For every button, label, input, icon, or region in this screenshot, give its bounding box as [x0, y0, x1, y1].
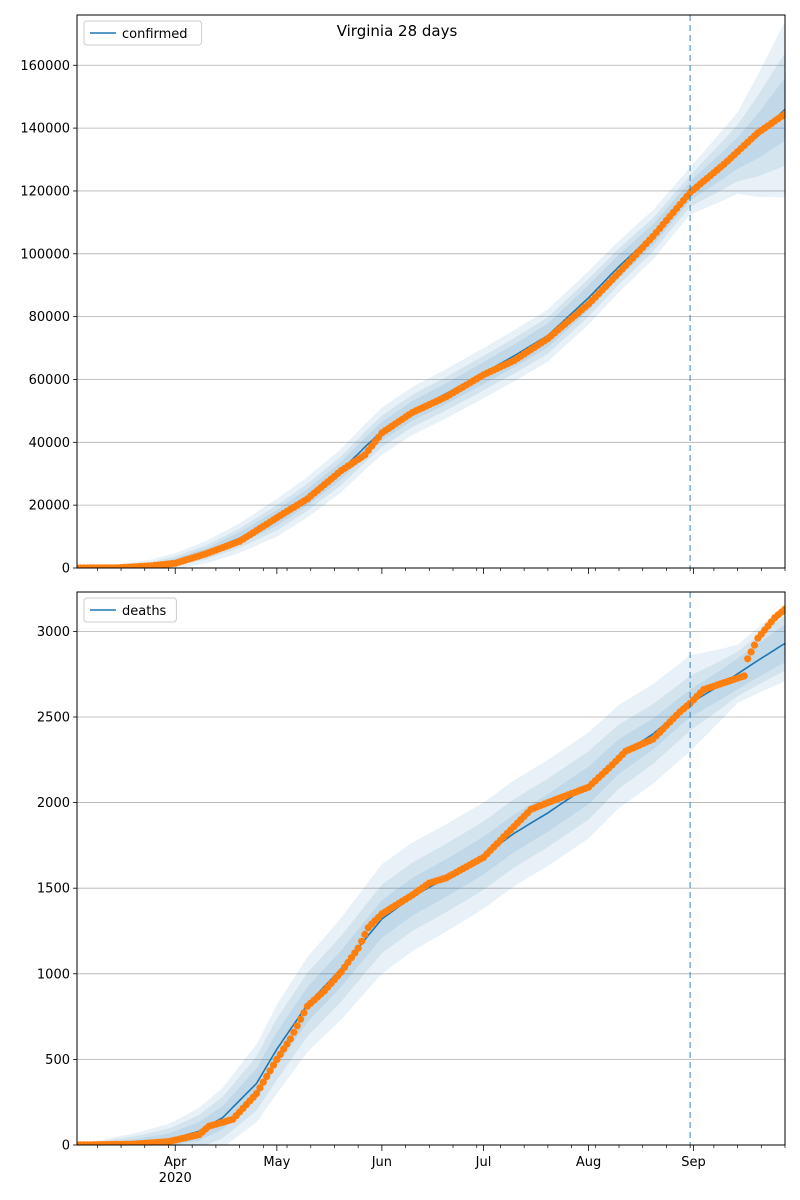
uncertainty-band-3 [77, 605, 785, 1145]
observed-point [266, 1067, 274, 1075]
model-line-confirmed [77, 108, 785, 568]
uncertainty-band-2 [77, 52, 785, 568]
panel-confirmed: 0 20000 40000 60000 80000 100000 120000 140000 1… [20, 14, 786, 577]
x-tick-label: Sep [681, 1155, 706, 1170]
observed-point [263, 1072, 271, 1081]
y-tick-label: 60000 [29, 373, 70, 388]
legend: deaths [83, 597, 177, 623]
x-tick-label: May [263, 1155, 290, 1170]
observed-point [361, 930, 369, 939]
observed-series [77, 605, 785, 1145]
observed-point [280, 1045, 288, 1053]
observed-point [252, 1090, 261, 1098]
uncertainty-band-1 [77, 77, 785, 568]
axes-frame [76, 591, 786, 1146]
panel-deaths: 0 500 1000 1500 2000 2500 3000 deaths [37, 591, 786, 1154]
legend-box [83, 20, 203, 46]
axes-frame [76, 14, 786, 569]
observed-point [358, 937, 366, 945]
observed-point [354, 944, 362, 952]
observed-point [283, 1040, 291, 1048]
observed-point [293, 1022, 301, 1030]
observed-point [747, 648, 755, 656]
observed-point [290, 1028, 298, 1036]
legend: confirmed [83, 20, 203, 46]
y-tick-label: 1500 [37, 882, 70, 897]
observed-point [781, 110, 785, 118]
x-year-label: 2020 [159, 1171, 192, 1186]
observed-point [300, 1009, 308, 1017]
observed-point [269, 1061, 278, 1069]
y-tick-label: 140000 [20, 122, 70, 137]
y-tick-label: 2500 [37, 710, 70, 725]
legend-label: confirmed [122, 27, 188, 42]
y-tick-label: 20000 [29, 499, 70, 514]
y-tick-label: 40000 [29, 436, 70, 451]
observed-point [297, 1015, 305, 1023]
observed-point [744, 655, 752, 663]
legend-label: deaths [122, 604, 167, 619]
legend-box [83, 597, 177, 623]
x-tick-label: Jul [475, 1155, 492, 1170]
x-tick-label: Jun [371, 1155, 392, 1170]
observed-point [256, 1084, 264, 1092]
y-tick-label: 160000 [20, 59, 70, 74]
y-tick-label: 0 [62, 562, 70, 577]
observed-point [273, 1055, 281, 1063]
y-tick-label: 0 [62, 1139, 70, 1154]
observed-point [286, 1035, 294, 1043]
y-tick-label: 2000 [37, 796, 70, 811]
y-tick-label: 120000 [20, 184, 70, 199]
observed-point [740, 672, 748, 680]
observed-point [750, 641, 759, 649]
observed-point [259, 1078, 267, 1086]
x-tick-label: Aug [576, 1155, 601, 1170]
y-tick-label: 3000 [37, 625, 70, 640]
observed-point [781, 605, 785, 613]
uncertainty-band-3 [77, 21, 785, 568]
y-tick-label: 80000 [29, 310, 70, 325]
x-tick-label: Apr [164, 1155, 187, 1170]
y-tick-label: 100000 [20, 247, 70, 262]
plot-area [77, 21, 785, 568]
chart-title: Virginia 28 days [337, 22, 458, 40]
y-tick-label: 500 [45, 1053, 70, 1068]
y-tick-label: 1000 [37, 967, 70, 982]
observed-point [276, 1050, 284, 1058]
plot-area [77, 605, 785, 1145]
observed-series [77, 110, 785, 568]
